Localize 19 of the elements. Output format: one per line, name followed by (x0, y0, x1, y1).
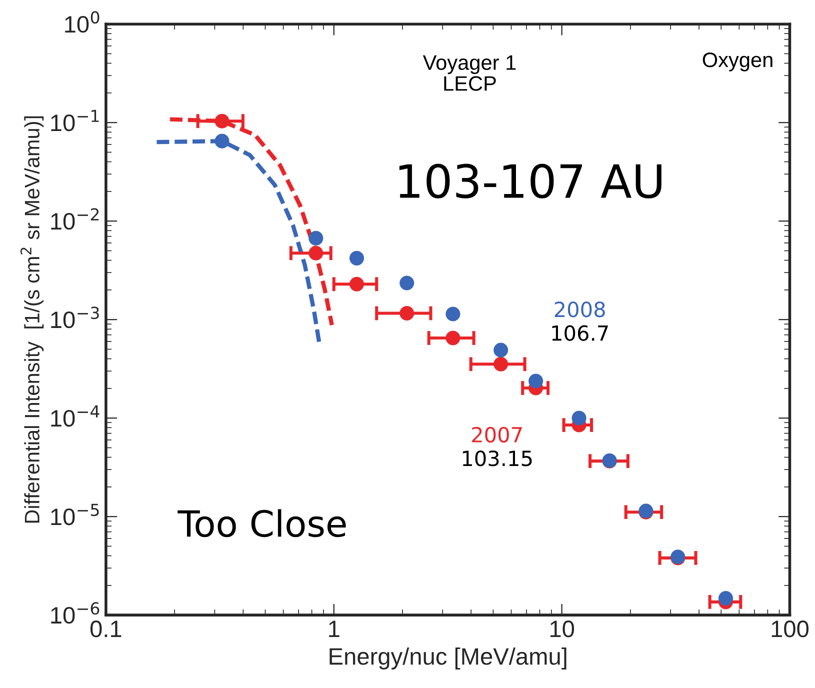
y-tick-label: 10$^{−5}$ (51, 504, 99, 526)
x-tick-label: 10 (550, 620, 574, 638)
y-tick-label: 10$^{−2}$ (51, 208, 99, 230)
annotation: 103.15 (462, 450, 532, 466)
annotation: Oxygen (702, 52, 772, 72)
y-tick-label: 10$^{−4}$ (51, 405, 100, 427)
y-axis-title: Differential Intensity [1/(s cm$^{2}$ sr MeV/amu)] (20, 116, 44, 523)
annotation: Voyager 1 LECP (422, 55, 516, 91)
annotation: 106.7 (552, 325, 608, 341)
y-tick-label: 10$^{−1}$ (51, 110, 99, 132)
x-tick-label: 100 (772, 620, 809, 638)
annotation: Too Close (178, 509, 346, 538)
annotation: 103-107 AU (399, 164, 662, 198)
text: 2008 (554, 302, 605, 318)
y-tick-label: 10$^{0}$ (65, 11, 100, 33)
series-label: 2007 (472, 426, 522, 443)
x-tick-label: 1 (329, 620, 340, 638)
x-axis-title: Energy/nuc [MeV/amu] (330, 648, 566, 670)
y-tick-label: 10$^{−3}$ (51, 306, 99, 328)
